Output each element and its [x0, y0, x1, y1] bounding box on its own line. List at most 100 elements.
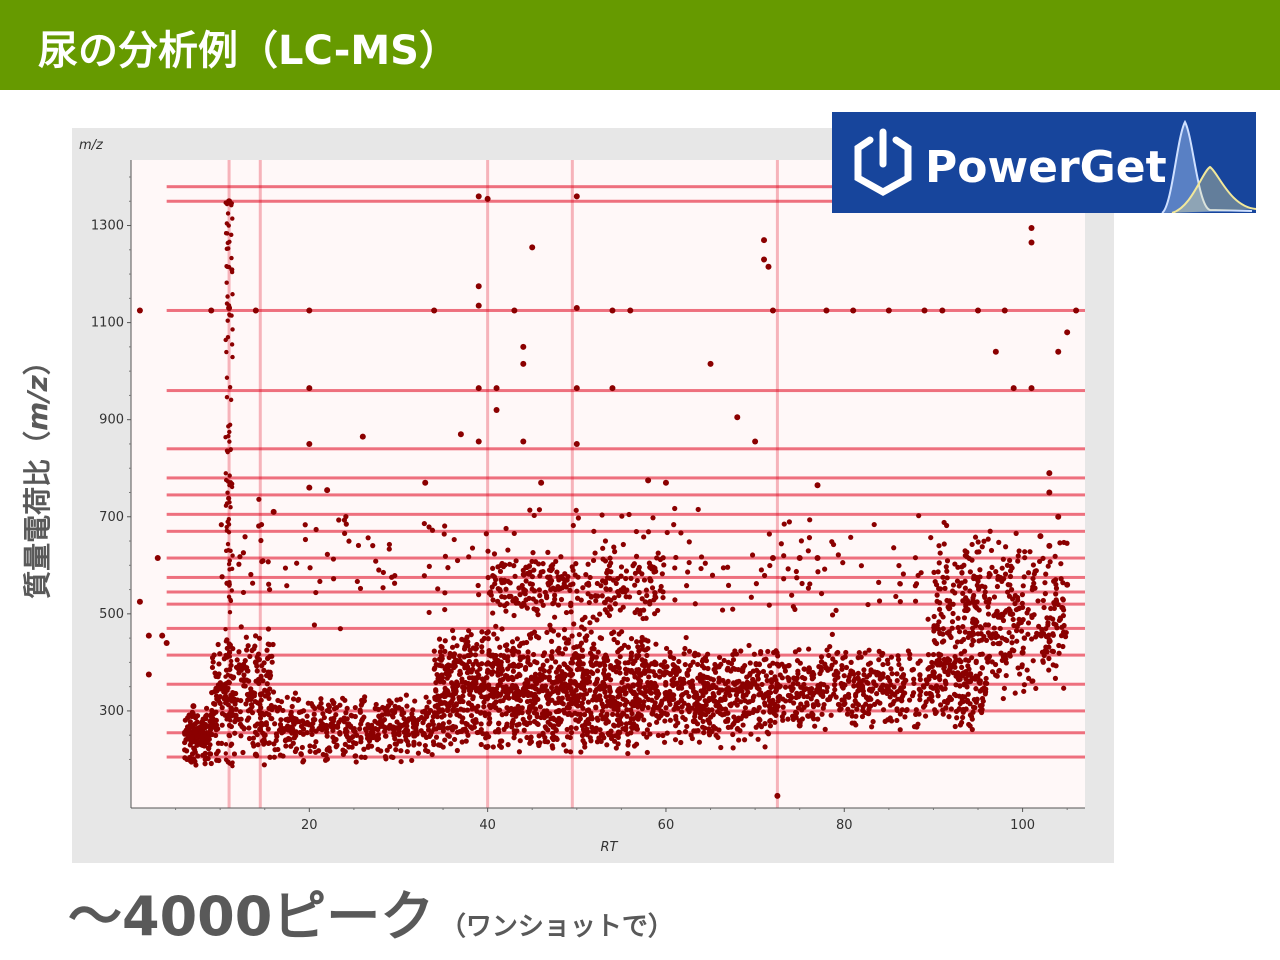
peak-marker — [432, 657, 438, 663]
peak-marker — [645, 704, 651, 711]
peak-marker — [540, 713, 546, 719]
peak-marker — [573, 385, 580, 392]
peak-marker — [1029, 636, 1035, 642]
peak-marker — [747, 660, 753, 666]
peak-marker — [912, 583, 918, 589]
peak-marker — [201, 743, 208, 749]
peak-marker — [623, 575, 629, 582]
peak-marker — [225, 318, 230, 323]
peak-marker — [673, 703, 679, 709]
peak-marker — [843, 649, 849, 656]
peak-marker — [432, 703, 438, 709]
peak-marker — [654, 555, 660, 561]
peak-markers — [136, 193, 1080, 799]
peak-marker — [465, 732, 471, 738]
peak-marker — [1052, 675, 1059, 681]
peak-marker — [413, 722, 419, 728]
peak-marker — [662, 479, 669, 486]
peak-marker — [570, 581, 576, 587]
peak-marker — [300, 759, 306, 765]
peak-marker — [628, 707, 634, 713]
peak-marker — [548, 627, 554, 633]
peak-marker — [485, 574, 491, 581]
peak-marker — [492, 700, 498, 706]
peak-marker — [391, 731, 398, 737]
peak-marker — [558, 596, 565, 603]
peak-marker — [499, 712, 505, 718]
peak-marker — [766, 602, 772, 608]
peak-marker — [528, 734, 534, 740]
peak-marker — [764, 677, 770, 684]
peak-marker — [413, 727, 419, 733]
peak-marker — [457, 431, 464, 438]
peak-marker — [638, 639, 644, 645]
peak-marker — [1010, 385, 1017, 392]
peak-marker — [975, 578, 981, 584]
peak-marker — [828, 666, 834, 672]
peak-marker — [733, 651, 740, 657]
y-tick-label: 700 — [99, 510, 124, 525]
peak-marker — [608, 728, 614, 734]
peak-marker — [897, 711, 903, 717]
peak-marker — [682, 661, 688, 668]
peak-marker — [740, 713, 746, 719]
peak-marker — [730, 731, 736, 738]
peak-marker — [440, 725, 446, 731]
peak-marker — [230, 216, 235, 221]
peak-marker — [497, 568, 504, 574]
peak-marker — [232, 701, 238, 707]
peak-marker — [362, 694, 368, 700]
peak-marker — [573, 687, 579, 693]
peak-marker — [433, 679, 439, 686]
peak-marker — [795, 668, 801, 674]
peak-marker — [426, 699, 432, 705]
peak-marker — [1019, 592, 1026, 598]
peak-marker — [585, 561, 591, 567]
peak-marker — [650, 515, 656, 521]
peak-marker — [259, 738, 266, 744]
peak-marker — [996, 667, 1003, 674]
peak-marker — [738, 699, 744, 705]
peak-marker — [802, 676, 808, 682]
peak-marker — [796, 647, 802, 653]
peak-marker — [692, 713, 698, 720]
peak-marker — [989, 669, 996, 675]
peak-marker — [230, 674, 237, 680]
peak-marker — [865, 680, 871, 686]
peak-marker — [549, 735, 555, 741]
peak-marker — [136, 598, 143, 605]
peak-marker — [1022, 549, 1028, 555]
peak-marker — [940, 631, 946, 637]
peak-marker — [680, 714, 686, 721]
peak-marker — [701, 680, 707, 686]
peak-marker — [730, 745, 736, 751]
peak-marker — [900, 571, 906, 577]
peak-marker — [484, 630, 490, 636]
peak-marker — [643, 587, 650, 593]
peak-marker — [899, 695, 905, 701]
peak-marker — [223, 667, 230, 673]
peak-marker — [293, 746, 300, 752]
peak-marker — [258, 720, 265, 726]
peak-marker — [230, 292, 235, 297]
peak-marker — [789, 592, 795, 598]
peak-marker — [330, 576, 337, 582]
peak-marker — [333, 736, 339, 743]
peak-marker — [229, 566, 235, 572]
peak-marker — [898, 666, 905, 672]
peak-marker — [362, 754, 368, 760]
peak-marker — [600, 686, 606, 692]
peak-marker — [227, 500, 232, 505]
peak-marker — [912, 555, 919, 561]
peak-marker — [183, 737, 189, 743]
peak-marker — [422, 479, 429, 486]
peak-marker — [503, 586, 509, 592]
peak-marker — [272, 704, 278, 710]
peak-marker — [885, 717, 891, 723]
peak-marker — [184, 748, 190, 754]
peak-marker — [228, 723, 234, 730]
peak-marker — [266, 581, 272, 587]
peak-marker — [278, 717, 284, 723]
peak-marker — [228, 705, 234, 711]
peak-marker — [625, 750, 631, 757]
